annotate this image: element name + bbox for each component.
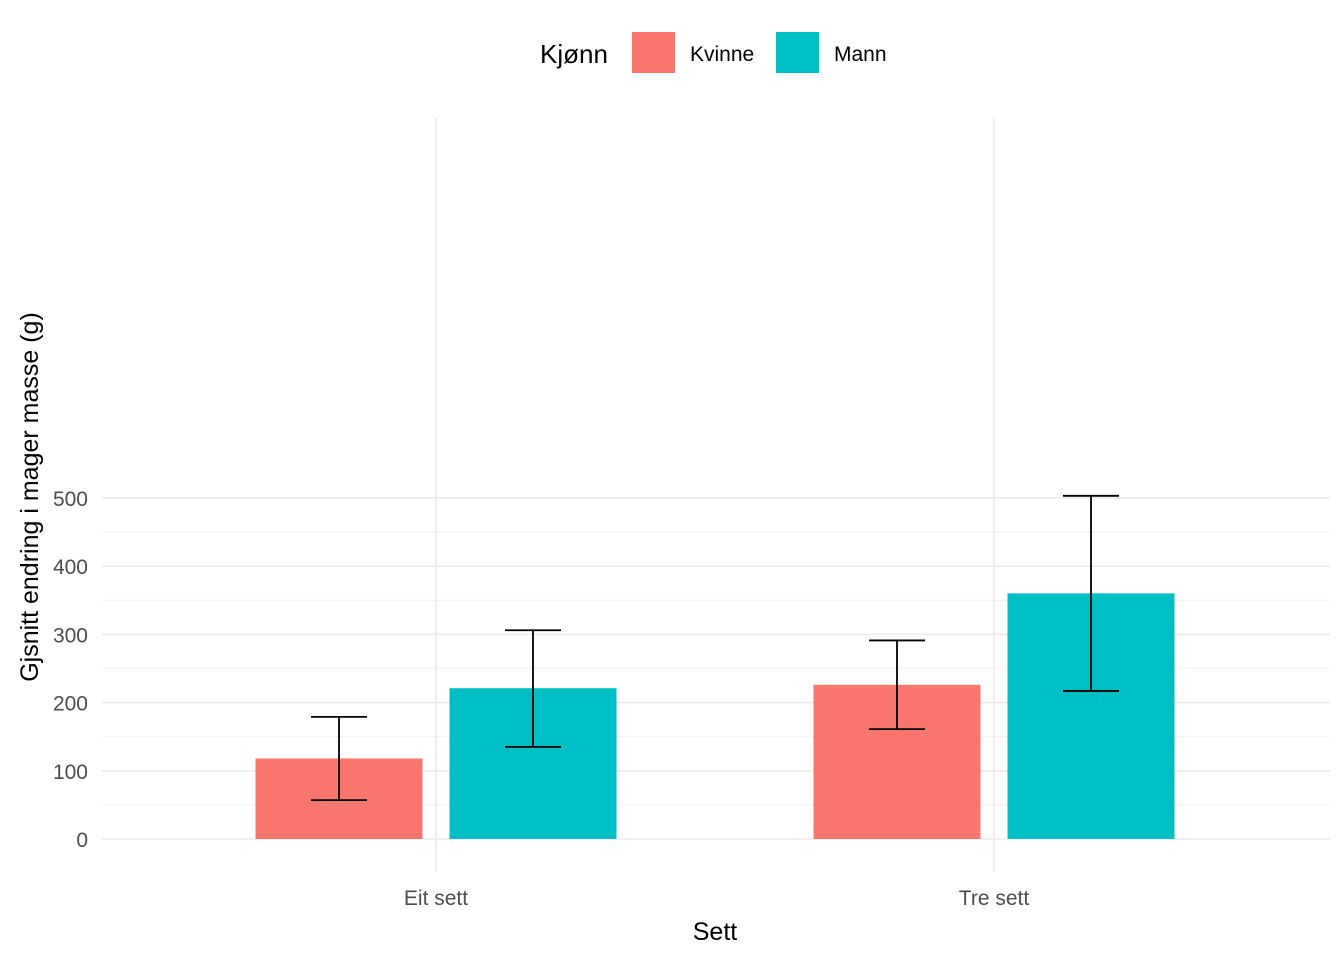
x-axis-title: Sett — [693, 918, 738, 946]
x-tick-label: Tre sett — [959, 887, 1030, 910]
y-tick-label: 200 — [53, 693, 88, 716]
legend-title: Kjønn — [540, 39, 608, 69]
y-tick-label: 300 — [53, 624, 88, 647]
y-tick-labels: 0 100 200 300 400 500 — [53, 488, 88, 852]
y-tick-label: 0 — [76, 829, 88, 852]
legend-label-mann: Mann — [834, 43, 887, 66]
legend-swatch-kvinne — [632, 32, 675, 73]
legend-label-kvinne: Kvinne — [690, 43, 754, 66]
y-tick-label: 100 — [53, 761, 88, 784]
x-tick-label: Eit sett — [404, 887, 468, 910]
error-bars — [311, 494, 1119, 802]
bars — [255, 593, 1175, 839]
y-tick-label: 500 — [53, 488, 88, 511]
y-axis-title: Gjsnitt endring i mager masse (g) — [16, 312, 44, 682]
y-tick-label: 400 — [53, 556, 88, 579]
legend-swatch-mann — [776, 32, 819, 73]
x-tick-labels: Eit sett Tre sett — [404, 887, 1029, 910]
legend: Kjønn Kvinne Mann — [540, 32, 887, 73]
